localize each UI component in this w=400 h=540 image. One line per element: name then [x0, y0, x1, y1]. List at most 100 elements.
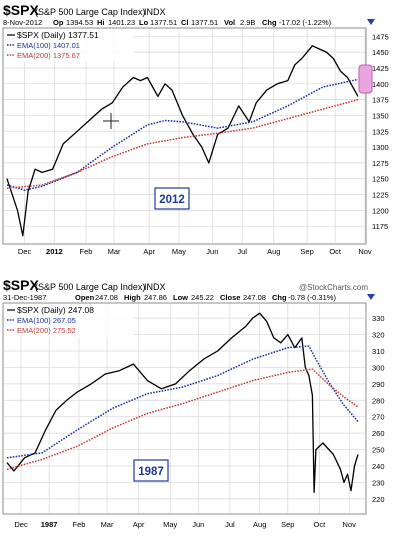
c2-y-tick-label: 230: [372, 478, 385, 487]
chart2-lines: [6, 312, 359, 493]
c1-x-tick-label: Dec: [18, 247, 32, 256]
chart1-legend-ema200: EMA(200) 1375.67: [17, 51, 80, 60]
chart2-legend-price: $SPX (Daily) 247.08: [17, 305, 94, 315]
c2-y-tick-label: 260: [372, 429, 385, 438]
c2-y-tick-label: 330: [372, 314, 385, 323]
chart1-stat-label-3: Cl: [181, 18, 189, 27]
c1-x-tick-label: 2012: [46, 247, 63, 256]
chart2-name: (S&P 500 Large Cap Index): [35, 282, 145, 292]
c2-y-tick-label: 270: [372, 413, 385, 422]
c1-x-tick-label: May: [172, 247, 186, 256]
chart1-header: $SPX (S&P 500 Large Cap Index) INDX 8-No…: [3, 2, 375, 27]
c2-x-tick-label: Feb: [72, 520, 85, 529]
chart2-stat-label-3: Close: [220, 293, 240, 302]
chart1-year-box: [154, 187, 190, 210]
c2-y-tick-label: 220: [372, 495, 385, 504]
c2-y-tick-label: 310: [372, 347, 385, 356]
c1-y-tick-label: 1300: [372, 143, 389, 152]
chart1-stat-label-2: Lo: [139, 18, 149, 27]
chart2-stat-value-3: 247.08: [243, 293, 266, 302]
c2-y-tick-label: 240: [372, 462, 385, 471]
chart1-stat-value-2: 1377.51: [150, 18, 177, 27]
c2-series-price: [6, 312, 359, 493]
c1-y-tick-label: 1425: [372, 64, 389, 73]
chart1-name: (S&P 500 Large Cap Index): [35, 7, 145, 17]
chart2-y-axis: 220 230 240 250 260 270 280 290 300 310 320 330: [372, 314, 385, 504]
chart2-stat-label-1: High: [124, 293, 141, 302]
chart1-stat-value-4: 2.9B: [240, 18, 255, 27]
chart2-x-axis: Dec 1987 Feb Mar Apr May Jun Jul Aug Sep Oct Nov: [14, 520, 356, 529]
chart1-exchange: INDX: [144, 7, 166, 17]
c2-y-tick-label: 320: [372, 331, 385, 340]
chart2-legend-ema100: EMA(100) 267.05: [17, 316, 76, 325]
c1-series-price: [6, 45, 359, 237]
c2-x-tick-label: 1987: [41, 520, 58, 529]
c1-x-tick-label: Aug: [267, 247, 280, 256]
c2-x-tick-label: Nov: [343, 520, 357, 529]
c1-y-tick-label: 1400: [372, 80, 389, 89]
c2-x-tick-label: Jul: [225, 520, 235, 529]
chart1-date: 8-Nov-2012: [3, 18, 42, 27]
c1-y-tick-label: 1450: [372, 48, 389, 57]
c1-x-tick-label: Oct: [329, 247, 342, 256]
c2-series-ema100: [6, 345, 359, 459]
c2-y-tick-label: 280: [372, 396, 385, 405]
c2-x-tick-label: Oct: [314, 520, 327, 529]
c1-x-tick-label: Apr: [143, 247, 155, 256]
chart2-exchange: INDX: [144, 282, 166, 292]
chart2-legend: $SPX (Daily) 247.08 EMA(100) 267.05 EMA(…: [5, 304, 133, 337]
chart1-year-label: 2012: [159, 194, 185, 206]
chart2-plot: 1987: [2, 302, 367, 515]
c1-series-ema100: [6, 78, 359, 191]
chart1-stat-label-1: Hi: [97, 18, 105, 27]
c1-x-tick-label: Sep: [300, 247, 313, 256]
c2-series-ema200: [6, 368, 359, 471]
chart2-frame: [2, 302, 367, 515]
chart1-stat-value-0: 1394.53: [66, 18, 93, 27]
chart2-stat-label-4: Chg: [272, 293, 287, 302]
chart1-legend-ema100: EMA(100) 1407.01: [17, 41, 80, 50]
chart2-year-label: 1987: [138, 466, 164, 478]
chart1-x-axis: Dec 2012 Feb Mar Apr May Jun Jul Aug Sep Oct Nov: [18, 247, 372, 256]
c1-x-tick-label: Jul: [237, 247, 247, 256]
c2-y-tick-label: 290: [372, 380, 385, 389]
c2-x-tick-label: Apr: [133, 520, 145, 529]
chart2-stat-value-2: 245.22: [191, 293, 214, 302]
chart2-dropdown-icon[interactable]: [367, 294, 375, 300]
chart1-price-highlight: [358, 64, 373, 94]
c1-y-tick-label: 1475: [372, 32, 389, 41]
c1-y-tick-label: 1375: [372, 96, 389, 105]
c1-y-tick-label: 1175: [372, 222, 388, 231]
chart1-stat-label-5: Chg: [262, 18, 277, 27]
c2-x-tick-label: Sep: [281, 520, 294, 529]
chart1-symbol: $SPX: [3, 2, 39, 18]
chart1-stat-value-5: -17.02 (-1.22%): [279, 18, 332, 27]
chart2-legend-ema200: EMA(200) 275.52: [17, 326, 76, 335]
chart1-dropdown-icon[interactable]: [367, 19, 375, 25]
chart2-legend-bg: [5, 304, 133, 337]
chart1-crosshair-icon: [103, 113, 119, 129]
chart1-legend-price: $SPX (Daily) 1377.51: [17, 30, 99, 40]
chart1-stat-label-0: Op: [53, 18, 64, 27]
c2-x-tick-label: May: [163, 520, 177, 529]
c1-series-ema200: [6, 98, 359, 189]
chart2-year-box: [133, 459, 169, 482]
c1-y-tick-label: 1225: [372, 191, 389, 200]
chart1-grid: [4, 29, 366, 243]
c1-y-tick-label: 1200: [372, 206, 389, 215]
c1-x-tick-label: Feb: [80, 247, 93, 256]
chart2-date: 31-Dec-1987: [3, 293, 46, 302]
chart1-stat-value-1: 1401.23: [108, 18, 135, 27]
chart1-lines: [6, 45, 359, 237]
c1-x-tick-label: Mar: [108, 247, 121, 256]
chart2-header: $SPX (S&P 500 Large Cap Index) INDX @Sto…: [3, 277, 375, 302]
chart1-plot: 2012: [2, 27, 373, 245]
chart2-stat-value-0: 247.08: [95, 293, 118, 302]
c1-x-tick-label: Jun: [206, 247, 218, 256]
c1-y-tick-label: 1325: [372, 127, 389, 136]
c1-y-tick-label: 1350: [372, 111, 389, 120]
chart1-stat-label-4: Vol: [224, 18, 235, 27]
chart2-stat-label-2: Low: [173, 293, 188, 302]
